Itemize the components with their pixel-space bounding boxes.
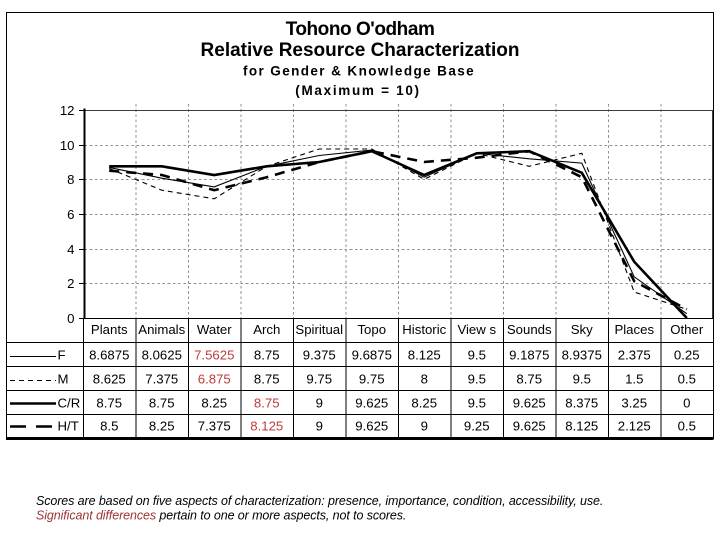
svg-text:10: 10 (60, 138, 75, 153)
svg-text:8.75: 8.75 (516, 372, 542, 387)
svg-text:8.625: 8.625 (93, 372, 126, 387)
svg-text:0: 0 (683, 396, 690, 411)
svg-text:6.875: 6.875 (198, 372, 231, 387)
svg-text:Sounds: Sounds (507, 322, 552, 337)
svg-text:8.75: 8.75 (254, 372, 280, 387)
svg-text:Spiritual: Spiritual (295, 322, 343, 337)
svg-text:9.375: 9.375 (303, 348, 336, 363)
svg-text:8.75: 8.75 (254, 396, 280, 411)
svg-text:8.6875: 8.6875 (89, 348, 129, 363)
svg-text:Historic: Historic (402, 322, 446, 337)
svg-text:6: 6 (67, 207, 74, 222)
svg-text:4: 4 (67, 242, 74, 257)
svg-text:Places: Places (614, 322, 654, 337)
svg-text:M: M (58, 372, 69, 387)
svg-text:Water: Water (197, 322, 232, 337)
svg-text:8.9375: 8.9375 (562, 348, 602, 363)
svg-text:9.5: 9.5 (573, 372, 591, 387)
svg-text:8.125: 8.125 (250, 419, 283, 434)
svg-text:8: 8 (421, 372, 428, 387)
svg-text:0.5: 0.5 (678, 419, 696, 434)
svg-text:8.25: 8.25 (201, 396, 227, 411)
svg-text:8.25: 8.25 (149, 419, 175, 434)
svg-text:Tohono O'odham: Tohono O'odham (286, 19, 435, 40)
svg-text:Topo: Topo (357, 322, 386, 337)
svg-text:9.1875: 9.1875 (509, 348, 549, 363)
svg-text:for Gender & Knowledge Base: for Gender & Knowledge Base (243, 64, 475, 79)
svg-text:9.625: 9.625 (513, 419, 546, 434)
svg-text:8: 8 (67, 172, 74, 187)
svg-text:0.5: 0.5 (678, 372, 696, 387)
svg-text:Animals: Animals (138, 322, 185, 337)
svg-text:8.75: 8.75 (96, 396, 122, 411)
svg-text:7.5625: 7.5625 (194, 348, 234, 363)
svg-text:0.25: 0.25 (674, 348, 700, 363)
svg-text:9.6875: 9.6875 (352, 348, 392, 363)
svg-text:0: 0 (67, 311, 74, 326)
svg-text:View s: View s (457, 322, 496, 337)
svg-text:(Maximum = 10): (Maximum = 10) (295, 83, 420, 98)
svg-text:9.5: 9.5 (468, 348, 486, 363)
svg-text:7.375: 7.375 (145, 372, 178, 387)
svg-text:8.5: 8.5 (100, 419, 118, 434)
svg-text:Significant differences pertai: Significant differences pertain to one o… (36, 509, 406, 523)
svg-text:9: 9 (421, 419, 428, 434)
svg-text:12: 12 (60, 103, 75, 118)
svg-text:9.75: 9.75 (359, 372, 385, 387)
svg-text:9.625: 9.625 (513, 396, 546, 411)
svg-text:9.5: 9.5 (468, 372, 486, 387)
svg-text:9.75: 9.75 (306, 372, 332, 387)
svg-text:8.75: 8.75 (149, 396, 175, 411)
svg-text:Sky: Sky (571, 322, 593, 337)
svg-text:Arch: Arch (253, 322, 280, 337)
svg-text:9: 9 (316, 396, 323, 411)
svg-text:3.25: 3.25 (621, 396, 647, 411)
svg-text:2.375: 2.375 (618, 348, 651, 363)
svg-text:Relative Resource Characteriza: Relative Resource Characterization (201, 40, 520, 61)
svg-text:Plants: Plants (91, 322, 128, 337)
svg-text:Other: Other (670, 322, 704, 337)
svg-text:8.25: 8.25 (411, 396, 437, 411)
svg-text:9: 9 (316, 419, 323, 434)
svg-text:8.0625: 8.0625 (142, 348, 182, 363)
svg-text:Scores are based on five aspec: Scores are based on five aspects of char… (36, 494, 603, 508)
svg-text:9.625: 9.625 (355, 396, 388, 411)
svg-text:2: 2 (67, 276, 74, 291)
svg-text:8.125: 8.125 (408, 348, 441, 363)
svg-text:C/R: C/R (58, 396, 81, 411)
svg-text:2.125: 2.125 (618, 419, 651, 434)
svg-text:9.625: 9.625 (355, 419, 388, 434)
svg-text:H/T: H/T (58, 419, 79, 434)
svg-text:8.75: 8.75 (254, 348, 280, 363)
svg-text:7.375: 7.375 (198, 419, 231, 434)
svg-text:9.5: 9.5 (468, 396, 486, 411)
svg-text:F: F (58, 348, 66, 363)
svg-text:9.25: 9.25 (464, 419, 490, 434)
svg-text:8.375: 8.375 (565, 396, 598, 411)
svg-text:8.125: 8.125 (565, 419, 598, 434)
svg-text:1.5: 1.5 (625, 372, 643, 387)
